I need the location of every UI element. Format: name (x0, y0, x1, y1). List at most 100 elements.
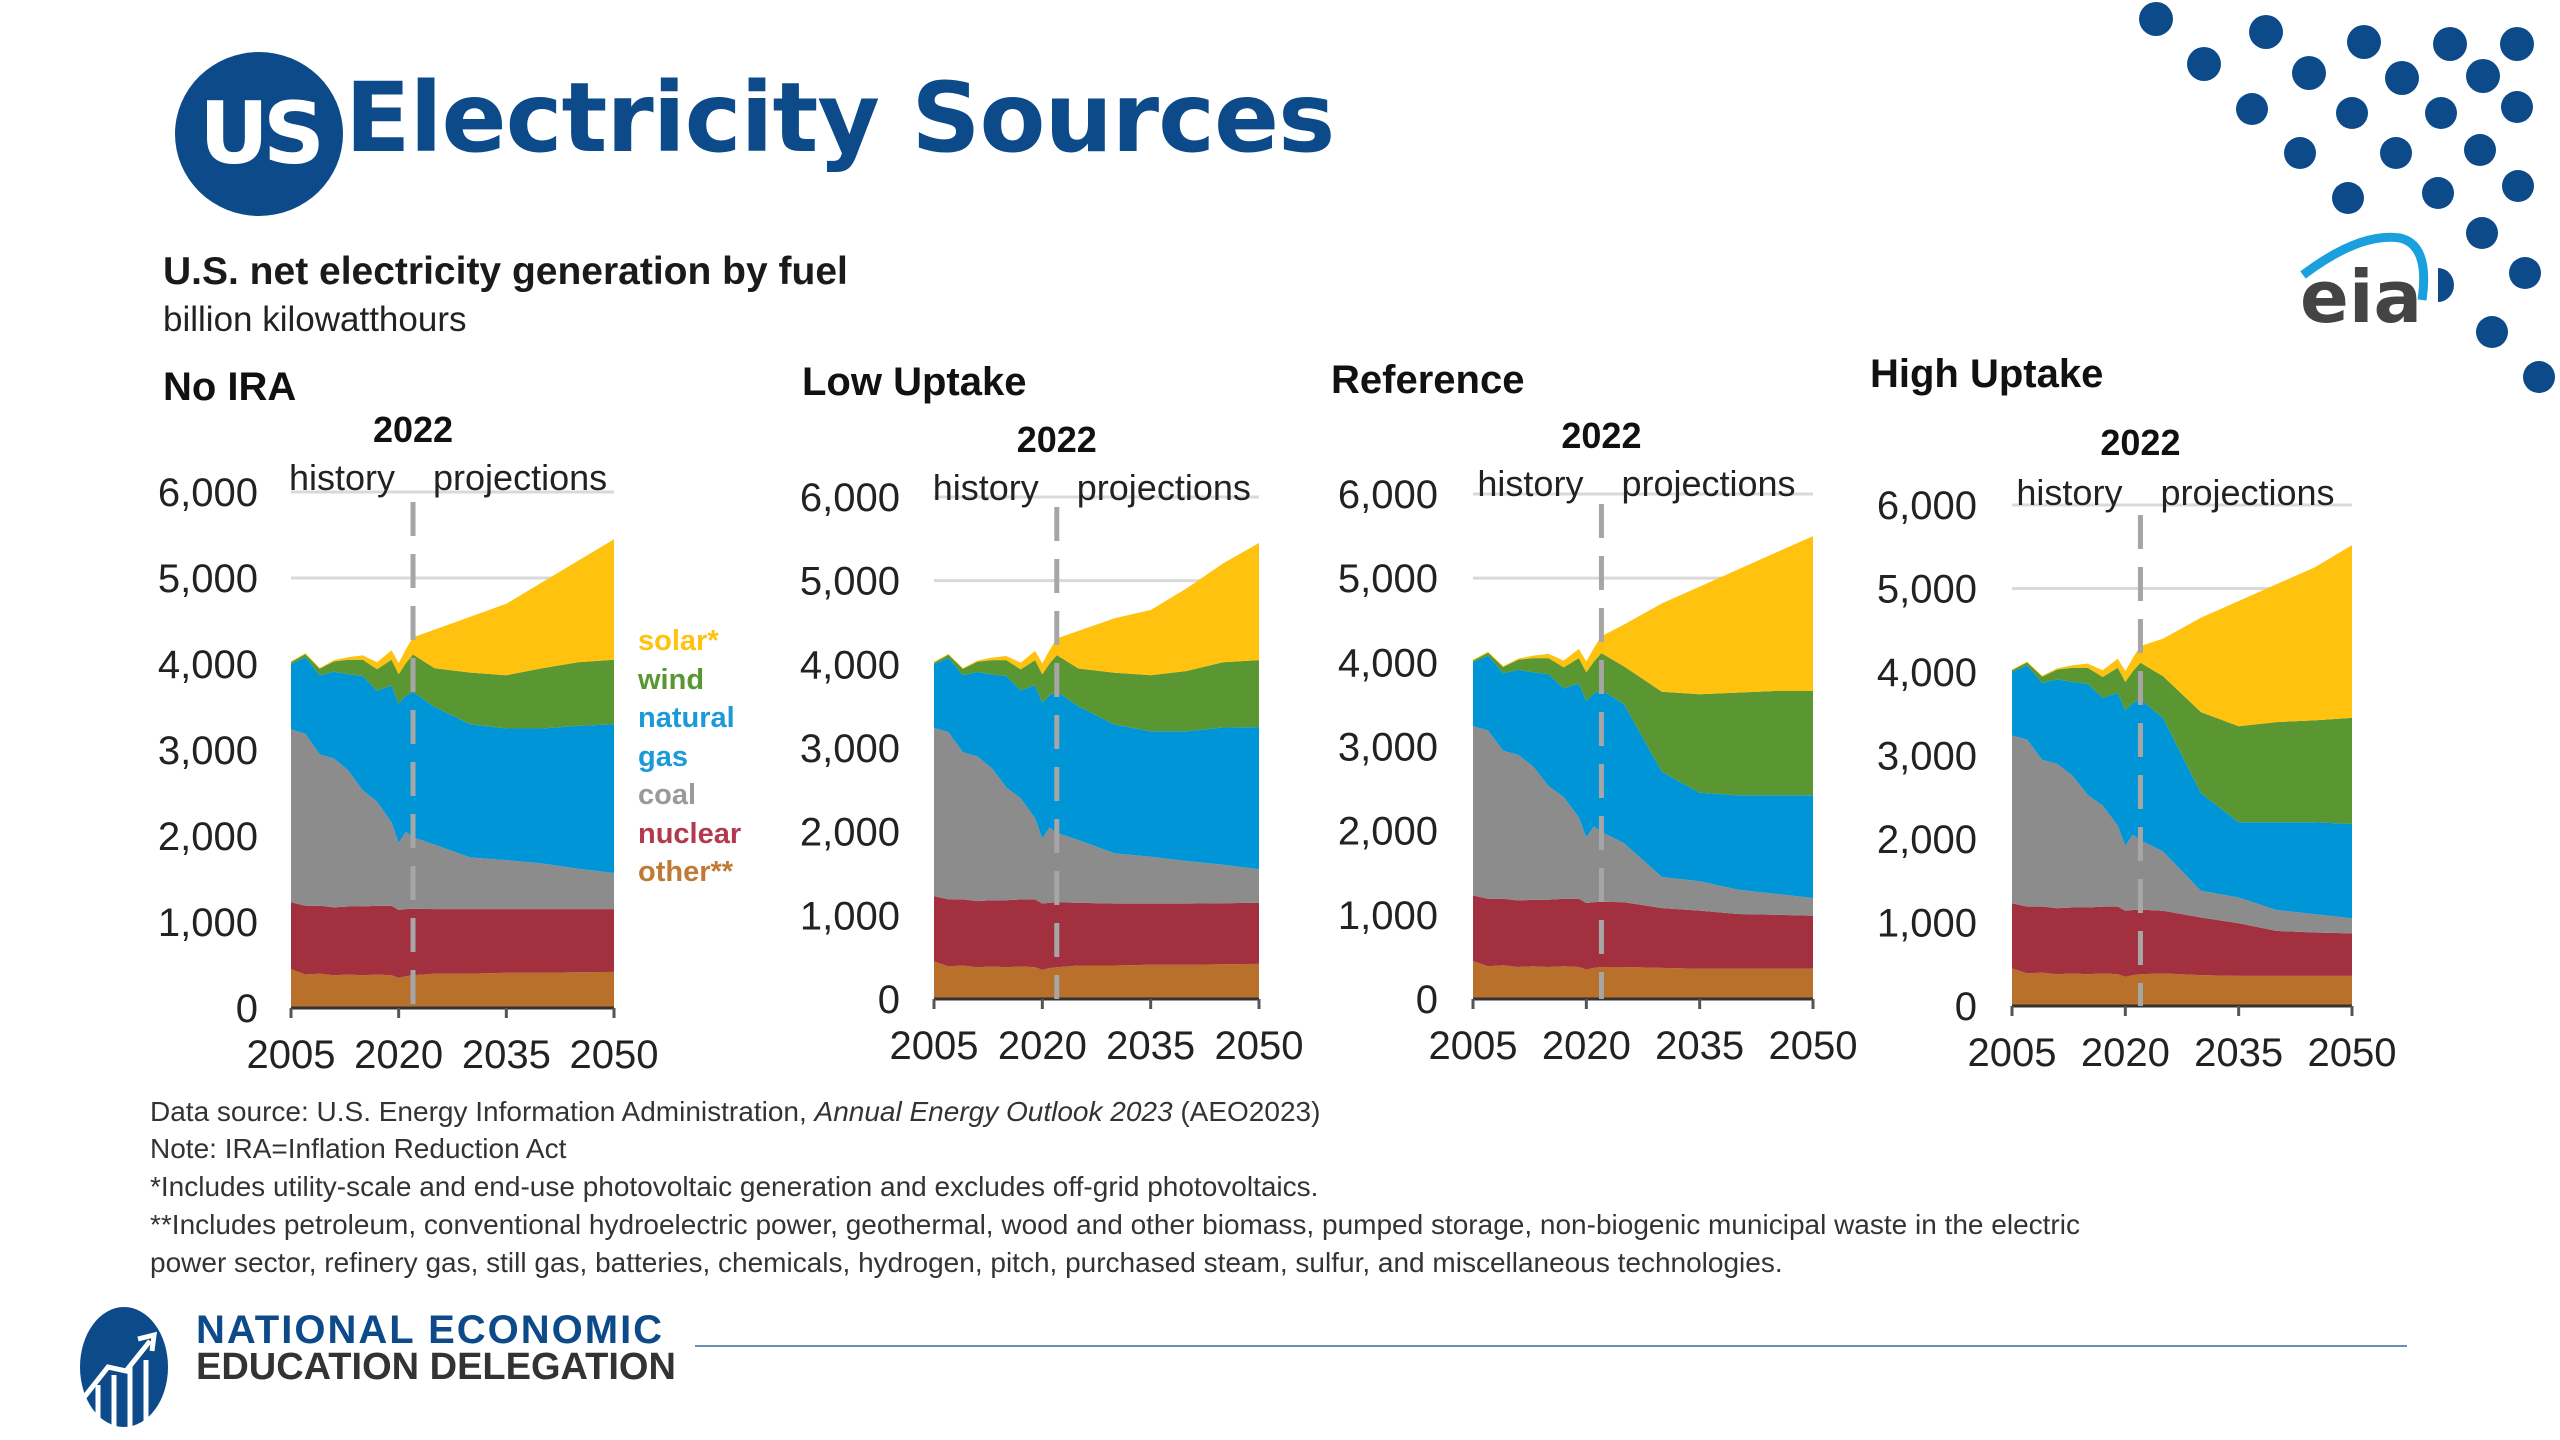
y-tick-label: 6,000 (800, 476, 900, 520)
area-wind (1473, 652, 1813, 796)
eia-logo-text: eia (2300, 255, 2422, 339)
history-label: history (933, 467, 1039, 508)
x-tick-label: 2035 (462, 1033, 551, 1077)
area-other (934, 961, 1259, 999)
y-tick-label: 1,000 (1338, 894, 1438, 938)
eia-dot (2236, 93, 2268, 125)
eia-dot (2425, 97, 2457, 129)
eia-dot (2509, 257, 2541, 289)
need-name-line2: EDUCATION DELEGATION (196, 1346, 676, 1388)
chart-units: billion kilowatthours (163, 300, 467, 339)
eia-dot (2500, 27, 2534, 61)
area-wind (2012, 662, 2352, 824)
y-tick-label: 6,000 (1338, 473, 1438, 517)
eia-dot (2422, 177, 2454, 209)
history-label: history (289, 457, 395, 498)
source-publication: Annual Energy Outlook 2023 (814, 1096, 1173, 1127)
legend-solar: solar* (638, 625, 719, 657)
eia-dot (2501, 91, 2533, 123)
x-tick-label: 2020 (1542, 1024, 1631, 1068)
eia-dot (2336, 97, 2368, 129)
source-suffix: (AEO2023) (1172, 1096, 1321, 1127)
panel-title-low-uptake: Low Uptake (802, 360, 1027, 404)
area-solar (291, 539, 614, 676)
eia-dot (2249, 15, 2283, 49)
area-solar (1473, 536, 1813, 695)
legend-wind: wind (638, 663, 705, 696)
y-tick-label: 0 (1955, 985, 1977, 1029)
projections-label: projections (1621, 463, 1795, 504)
x-tick-label: 2020 (2081, 1031, 2170, 1075)
y-tick-label: 1,000 (1877, 902, 1977, 946)
eia-swoosh-icon (2300, 232, 2429, 301)
x-tick-label: 2020 (354, 1033, 443, 1077)
y-tick-label: 1,000 (158, 901, 258, 945)
area-nuclear (934, 896, 1259, 970)
eia-dot (2139, 2, 2173, 36)
legend-natural-gas: natural gas (638, 699, 741, 776)
divider-year-label: 2022 (2100, 422, 2180, 463)
need-logo-icon (80, 1307, 168, 1427)
x-tick-label: 2050 (1215, 1024, 1304, 1068)
legend-natural-gas-word: natural (638, 702, 735, 734)
x-tick-label: 2005 (1429, 1024, 1518, 1068)
eia-dot (2380, 137, 2412, 169)
legend-natural-gas-word: gas (638, 740, 688, 773)
y-tick-label: 4,000 (800, 643, 900, 687)
history-label: history (1477, 463, 1583, 504)
y-tick-label: 2,000 (800, 811, 900, 855)
footnote-other-2: power sector, refinery gas, still gas, b… (150, 1247, 1783, 1278)
y-tick-label: 2,000 (1338, 810, 1438, 854)
y-tick-label: 0 (1416, 978, 1438, 1022)
area-coal (291, 729, 614, 910)
y-tick-label: 4,000 (158, 643, 258, 687)
area-other (291, 969, 614, 1008)
x-tick-label: 2035 (2194, 1031, 2283, 1075)
eia-dot (2187, 47, 2221, 81)
area-coal (2012, 735, 2352, 934)
footnote-solar: *Includes utility-scale and end-use phot… (150, 1171, 1319, 1202)
eia-dot (2476, 316, 2508, 348)
panel-title-reference: Reference (1331, 358, 1525, 402)
x-tick-label: 2050 (570, 1033, 659, 1077)
y-tick-label: 3,000 (1338, 726, 1438, 770)
area-solar (934, 543, 1259, 676)
area-other (2012, 968, 2352, 1006)
eia-dot (2466, 217, 2498, 249)
eia-dot (2433, 27, 2467, 61)
eia-dot (2464, 134, 2496, 166)
y-tick-label: 2,000 (158, 815, 258, 859)
legend-coal: coal (638, 779, 697, 811)
y-tick-label: 6,000 (158, 471, 258, 515)
eia-dot (2438, 268, 2454, 302)
y-tick-label: 0 (236, 987, 258, 1031)
y-tick-label: 5,000 (1877, 568, 1977, 612)
y-tick-label: 4,000 (1877, 651, 1977, 695)
eia-dot-pattern: eia (2139, 2, 2555, 393)
x-tick-label: 2005 (247, 1033, 336, 1077)
projections-label: projections (2160, 472, 2334, 513)
divider-year-label: 2022 (373, 409, 453, 450)
eia-dot (2332, 182, 2364, 214)
area-wind (934, 654, 1259, 732)
legend-other: other** (638, 856, 734, 888)
footer-divider (695, 1345, 2407, 1347)
area-coal (934, 727, 1259, 904)
eia-dot (2292, 56, 2326, 90)
projections-label: projections (1077, 467, 1251, 508)
area-natural-gas (291, 657, 614, 873)
eia-dot (2284, 137, 2316, 169)
area-other (1473, 961, 1813, 999)
x-tick-label: 2050 (2308, 1031, 2397, 1075)
y-tick-label: 6,000 (1877, 484, 1977, 528)
area-wind (291, 654, 614, 729)
divider-year-label: 2022 (1561, 415, 1641, 456)
x-tick-label: 2035 (1655, 1024, 1744, 1068)
footnote-note: Note: IRA=Inflation Reduction Act (150, 1133, 567, 1164)
y-tick-label: 2,000 (1877, 818, 1977, 862)
panel-title-high-uptake: High Uptake (1870, 352, 2104, 396)
y-tick-label: 5,000 (800, 560, 900, 604)
footnote-source: Data source: U.S. Energy Information Adm… (150, 1096, 1320, 1128)
y-tick-label: 4,000 (1338, 641, 1438, 685)
y-tick-label: 5,000 (1338, 557, 1438, 601)
